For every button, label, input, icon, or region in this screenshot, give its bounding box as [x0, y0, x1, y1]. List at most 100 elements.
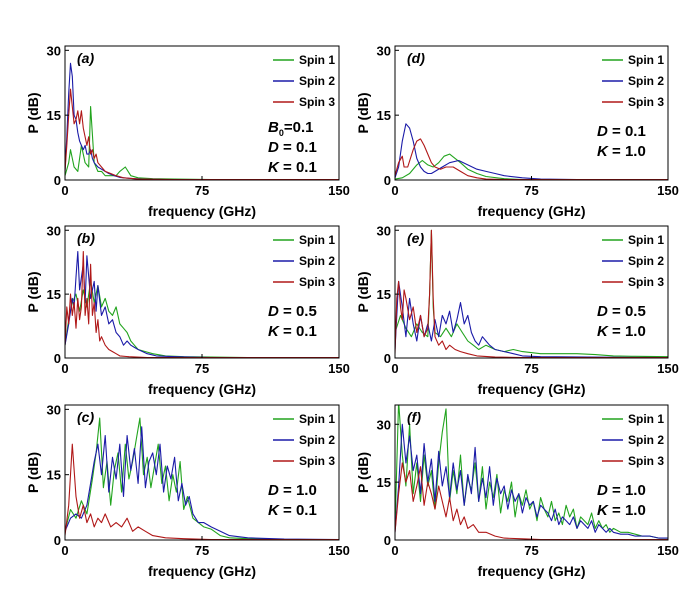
- param-symbol: B: [268, 119, 279, 136]
- panel-label-f: (f): [407, 409, 421, 425]
- y-tick-label-c: 30: [47, 402, 61, 417]
- param-value: = 1.0: [608, 502, 646, 519]
- param-symbol: K: [268, 502, 280, 519]
- y-tick-label-d: 0: [384, 173, 391, 188]
- param-c-k: K = 0.1: [268, 502, 317, 519]
- legend-label-a-spin-1: Spin 1: [299, 53, 335, 67]
- y-axis-label-c: P (dB): [25, 452, 41, 493]
- param-a-b: B0=0.1: [268, 119, 313, 138]
- x-tick-label-d: 150: [657, 183, 679, 198]
- x-tick-label-a: 0: [61, 183, 68, 198]
- x-tick-label-c: 0: [61, 543, 68, 558]
- param-symbol: K: [597, 502, 609, 519]
- legend-label-a-spin-3: Spin 3: [299, 95, 335, 109]
- x-tick-label-f: 0: [391, 543, 398, 558]
- param-f-d: D = 1.0: [597, 482, 646, 499]
- panel-label-e: (e): [407, 230, 424, 246]
- param-f-k: K = 1.0: [597, 502, 646, 519]
- legend-label-b-spin-3: Spin 3: [299, 275, 335, 289]
- series-line-b-spin-3: [65, 250, 339, 358]
- y-tick-label-a: 30: [47, 43, 61, 58]
- series-line-f-spin-3: [395, 462, 668, 540]
- panel-e: 0 75 150 0 15 30 frequency (GHz) P (dB) (e) Spin …: [355, 223, 679, 397]
- param-c-d: D = 1.0: [268, 482, 317, 499]
- x-tick-label-d: 0: [391, 183, 398, 198]
- param-symbol: D: [268, 303, 279, 320]
- y-tick-label-f: 15: [377, 475, 391, 490]
- series-line-a-spin-3: [65, 88, 339, 180]
- param-d-k: K = 1.0: [597, 143, 646, 160]
- panel-d: 0 75 150 0 15 30 frequency (GHz) P (dB) (d) Spin …: [355, 43, 679, 219]
- series-line-c-spin-1: [65, 417, 339, 540]
- series-line-f-spin-2: [395, 423, 668, 539]
- series-line-c-spin-3: [65, 443, 339, 540]
- param-value: = 0.1: [608, 123, 646, 140]
- param-value: = 0.5: [608, 303, 646, 320]
- param-value: = 0.5: [279, 303, 317, 320]
- panel-b: 0 75 150 0 15 30 frequency (GHz) P (dB) (b) Spin …: [25, 223, 350, 397]
- param-value: = 1.0: [279, 482, 317, 499]
- y-axis-label-f: P (dB): [355, 452, 371, 493]
- x-axis-label-f: frequency (GHz): [477, 563, 585, 579]
- series-line-c-spin-2: [65, 426, 339, 540]
- param-value: = 1.0: [608, 323, 646, 340]
- y-tick-label-a: 0: [54, 173, 61, 188]
- param-symbol: K: [597, 323, 609, 340]
- panel-label-d: (d): [407, 50, 425, 66]
- x-tick-label-b: 0: [61, 361, 68, 376]
- x-tick-label-c: 150: [328, 543, 350, 558]
- param-value: = 0.1: [279, 139, 317, 156]
- legend-label-f-spin-1: Spin 1: [628, 412, 664, 426]
- param-value: = 0.1: [279, 323, 317, 340]
- panel-c: 0 75 150 0 15 30 frequency (GHz) P (dB) (c) Spin …: [25, 402, 350, 579]
- y-tick-label-e: 15: [377, 287, 391, 302]
- param-symbol: K: [597, 143, 609, 160]
- series-line-e-spin-2: [395, 280, 668, 358]
- series-line-e-spin-1: [395, 229, 668, 358]
- x-tick-label-f: 75: [524, 543, 538, 558]
- y-tick-label-b: 0: [54, 351, 61, 366]
- param-a-k: K = 0.1: [268, 159, 317, 176]
- y-axis-label-a: P (dB): [25, 93, 41, 134]
- param-b-d: D = 0.5: [268, 303, 317, 320]
- y-axis-label-e: P (dB): [355, 272, 371, 313]
- y-tick-label-b: 15: [47, 287, 61, 302]
- legend-label-e-spin-1: Spin 1: [628, 233, 664, 247]
- legend-label-f-spin-3: Spin 3: [628, 454, 664, 468]
- y-tick-label-f: 30: [377, 417, 391, 432]
- y-axis-label-d: P (dB): [355, 93, 371, 134]
- y-tick-label-e: 30: [377, 223, 391, 238]
- param-value: = 1.0: [608, 143, 646, 160]
- series-line-e-spin-3: [395, 229, 668, 358]
- y-axis-label-b: P (dB): [25, 272, 41, 313]
- plot-frame-c: [64, 404, 340, 541]
- legend-label-e-spin-2: Spin 2: [628, 254, 664, 268]
- x-tick-label-e: 150: [657, 361, 679, 376]
- legend-label-d-spin-1: Spin 1: [628, 53, 664, 67]
- panel-label-a: (a): [77, 50, 94, 66]
- legend-label-d-spin-2: Spin 2: [628, 74, 664, 88]
- y-tick-label-b: 30: [47, 223, 61, 238]
- x-tick-label-d: 75: [524, 183, 538, 198]
- x-tick-label-c: 75: [195, 543, 209, 558]
- param-symbol: D: [597, 303, 608, 320]
- legend-label-d-spin-3: Spin 3: [628, 95, 664, 109]
- param-value: = 0.1: [279, 502, 317, 519]
- legend-label-b-spin-2: Spin 2: [299, 254, 335, 268]
- param-a-d: D = 0.1: [268, 139, 317, 156]
- legend-label-c-spin-3: Spin 3: [299, 454, 335, 468]
- param-symbol: D: [268, 482, 279, 499]
- y-tick-label-e: 0: [384, 351, 391, 366]
- y-tick-label-a: 15: [47, 108, 61, 123]
- param-symbol: D: [268, 139, 279, 156]
- legend-label-f-spin-2: Spin 2: [628, 433, 664, 447]
- series-line-b-spin-2: [65, 250, 339, 358]
- legend-label-b-spin-1: Spin 1: [299, 233, 335, 247]
- x-axis-label-c: frequency (GHz): [148, 563, 256, 579]
- param-value: = 1.0: [608, 482, 646, 499]
- param-b-k: K = 0.1: [268, 323, 317, 340]
- y-tick-label-c: 0: [54, 533, 61, 548]
- param-symbol: D: [597, 482, 608, 499]
- panel-f: 0 75 150 0 15 30 frequency (GHz) P (dB) (f) Spin …: [355, 404, 679, 579]
